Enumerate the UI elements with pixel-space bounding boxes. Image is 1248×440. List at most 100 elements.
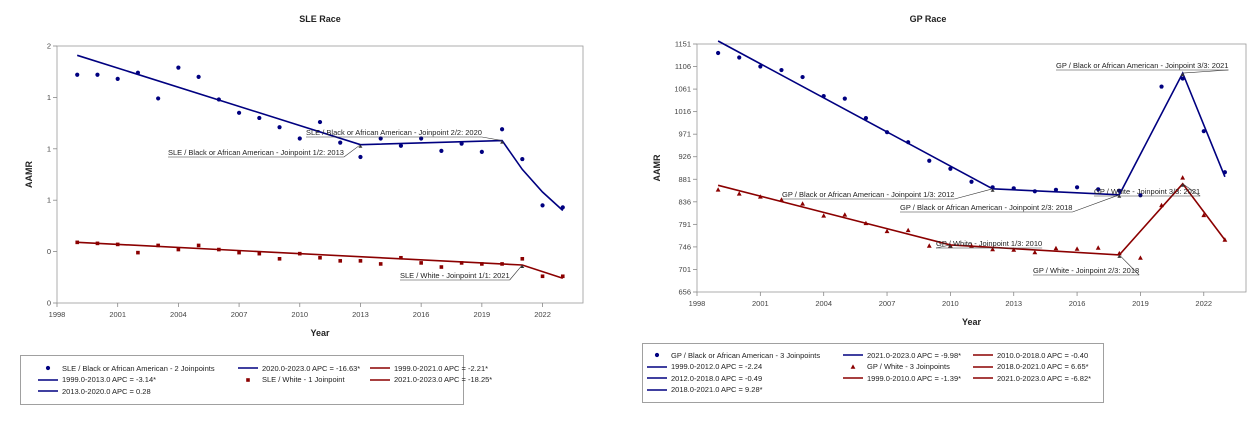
legend-label: SLE / Black or African American - 2 Join… (62, 363, 215, 373)
data-point (419, 261, 423, 265)
data-point (358, 154, 363, 160)
annotation-arrowhead (1117, 254, 1122, 258)
x-tick-label: 2010 (942, 299, 959, 308)
legend-label: 1999.0-2012.0 APC = -2.24 (671, 362, 763, 371)
y-tick-label: 0 (47, 247, 51, 256)
data-point (1053, 187, 1059, 192)
x-tick-label: 2019 (1132, 299, 1149, 308)
x-tick-label: 1998 (689, 299, 706, 308)
legend-label: 2013.0-2020.0 APC = 0.28 (62, 386, 151, 396)
x-axis-label: Year (962, 317, 982, 327)
legend-marker (850, 363, 856, 369)
data-point (257, 115, 262, 121)
data-point (378, 136, 383, 141)
legend-entry: 2018.0-2021.0 APC = 9.28* (645, 384, 763, 396)
data-point (990, 246, 996, 252)
legend-entry: 2012.0-2018.0 APC = -0.49 (645, 372, 762, 384)
data-point (884, 228, 890, 234)
data-point (95, 72, 100, 77)
x-tick-label: 2019 (474, 310, 491, 319)
data-point (257, 251, 262, 256)
y-tick-label: 836 (678, 197, 691, 206)
legend-label: 2010.0-2018.0 APC = -0.40 (997, 350, 1089, 360)
legend-symbol (971, 361, 997, 373)
legend-entry: 1999.0-2012.0 APC = -2.24 (645, 361, 762, 373)
data-point (1074, 185, 1080, 190)
data-point (156, 243, 160, 248)
x-axis-label: Year (310, 328, 330, 338)
legend-entry: 2021.0-2023.0 APC = -9.98* (841, 349, 961, 361)
annotation-leader (343, 144, 361, 158)
data-point (176, 65, 181, 70)
y-tick-label: 746 (678, 242, 691, 251)
data-point (439, 265, 444, 269)
x-tick-label: 2022 (1195, 299, 1212, 308)
x-tick-label: 2016 (1069, 299, 1086, 308)
y-tick-label: 1 (47, 144, 51, 153)
legend-label: 2020.0-2023.0 APC = -16.63* (262, 363, 361, 373)
y-tick-label: 0 (47, 299, 51, 308)
legend-marker (654, 352, 660, 358)
legend-label: 2021.0-2023.0 APC = -18.25* (394, 375, 493, 384)
joinpoint-annotation: GP / Black or African American - Joinpoi… (1056, 61, 1228, 70)
legend-symbol (841, 372, 867, 384)
annotation-arrowhead (948, 244, 953, 248)
data-point (480, 262, 484, 266)
x-tick-label: 2004 (170, 310, 187, 319)
joinpoint-annotation: GP / White - Joinpoint 3/3: 2021 (1094, 187, 1200, 196)
data-point (236, 110, 242, 115)
legend-symbol (36, 385, 62, 397)
legend-symbol (645, 349, 671, 361)
legend-label: 2021.0-2023.0 APC = -9.98* (867, 350, 962, 360)
x-tick-label: 2001 (752, 299, 769, 308)
joinpoint-annotation: GP / Black or African American - Joinpoi… (900, 203, 1072, 212)
data-point (358, 259, 363, 263)
data-point (196, 243, 201, 248)
annotation-leader (1182, 69, 1229, 74)
data-point (1201, 212, 1207, 218)
legend-label: GP / Black or African American - 3 Joinp… (671, 350, 821, 360)
joinpoint-annotation: SLE / Black or African American - Joinpo… (168, 148, 344, 157)
legend-entry: GP / Black or African American - 3 Joinp… (645, 349, 820, 361)
x-tick-label: 2010 (291, 310, 308, 319)
data-point (1095, 245, 1101, 250)
data-point (1032, 249, 1038, 255)
data-point (1201, 129, 1206, 134)
chart-title: GP Race (910, 14, 947, 24)
data-point (520, 156, 525, 162)
legend-symbol (368, 362, 394, 374)
legend-symbol (971, 372, 997, 384)
y-tick-label: 881 (678, 175, 691, 184)
x-tick-label: 2016 (413, 310, 430, 319)
annotation-leader (509, 264, 523, 281)
annotation-leader (935, 244, 951, 249)
legend-label: 2018.0-2021.0 APC = 9.28* (671, 385, 763, 394)
y-tick-label: 701 (678, 265, 691, 274)
y-tick-label: 1016 (674, 107, 691, 116)
y-axis-label: AAMR (652, 154, 662, 181)
gp-race-chart: GP Race 1998 2001 2004 2007 2010 2013 2016 2019 2… (652, 14, 1247, 327)
legend-entry: 2020.0-2023.0 APC = -16.63* (236, 362, 360, 374)
data-point (338, 140, 343, 145)
data-point (715, 187, 721, 192)
data-point (237, 250, 241, 255)
x-tick-label: 2001 (109, 310, 126, 319)
annotation-arrowhead (1117, 194, 1122, 198)
legend-label: 1999.0-2013.0 APC = -3.14* (62, 375, 157, 384)
data-point (736, 191, 742, 196)
annotation-arrowhead (520, 264, 525, 268)
x-tick-label: 2007 (879, 299, 896, 308)
data-point (821, 213, 827, 218)
data-point (176, 247, 181, 252)
data-point (459, 261, 464, 265)
legend-label: 1999.0-2010.0 APC = -1.39* (867, 373, 962, 383)
data-point (317, 119, 323, 125)
legend-entry: 1999.0-2010.0 APC = -1.39* (841, 372, 961, 384)
data-point (196, 74, 201, 79)
data-point (520, 256, 525, 261)
legend-entry: 1999.0-2021.0 APC = -2.21* (368, 362, 488, 374)
y-tick-label: 1106 (675, 62, 691, 71)
joinpoint-annotation: SLE / Black or African American - Joinpo… (306, 128, 482, 137)
data-point (338, 259, 343, 263)
